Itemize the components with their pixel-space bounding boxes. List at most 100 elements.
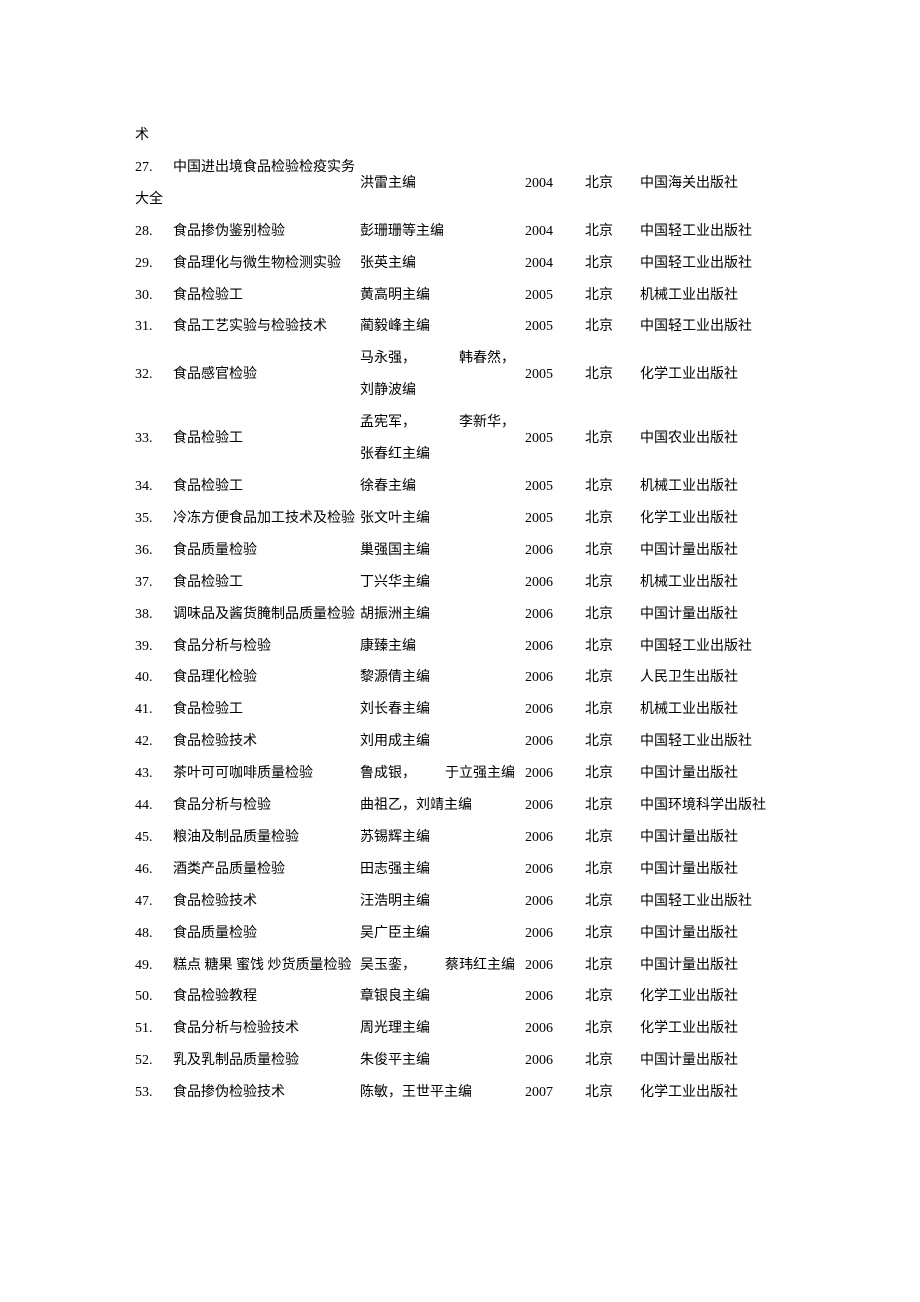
cell-title: 42.食品检验技术	[135, 726, 360, 758]
table-row: 51.食品分析与检验技术周光理主编2006北京化学工业出版社	[135, 1013, 785, 1045]
cell-author: 蔺毅峰主编	[360, 311, 525, 343]
cell-author: 陈敏，王世平主编	[360, 1077, 525, 1109]
cell-year: 2006	[525, 981, 585, 1013]
author-part: 章银良主编	[360, 981, 430, 1013]
author-part: 胡振洲主编	[360, 599, 430, 631]
book-title: 食品检验教程	[173, 989, 257, 1004]
cell-title: 43.茶叶可可咖啡质量检验	[135, 758, 360, 790]
cell-author: 朱俊平主编	[360, 1045, 525, 1077]
author-part: 刘用成主编	[360, 726, 430, 758]
table-row: 44.食品分析与检验曲祖乙，刘靖主编2006北京中国环境科学出版社	[135, 790, 785, 822]
cell-publisher: 化学工业出版社	[640, 343, 785, 407]
table-row: 30.食品检验工黄高明主编2005北京机械工业出版社	[135, 280, 785, 312]
author-part: 黄高明主编	[360, 280, 430, 312]
cell-title: 32.食品感官检验	[135, 343, 360, 407]
author-part: 洪雷主编	[360, 168, 416, 200]
author-part: 巢强国主编	[360, 535, 430, 567]
table-row: 46.酒类产品质量检验田志强主编2006北京中国计量出版社	[135, 854, 785, 886]
cell-publisher: 机械工业出版社	[640, 694, 785, 726]
cell-title: 37.食品检验工	[135, 567, 360, 599]
book-title: 食品分析与检验	[173, 639, 271, 654]
cell-year: 2006	[525, 599, 585, 631]
author-part: 丁兴华主编	[360, 567, 430, 599]
cell-year: 2006	[525, 1013, 585, 1045]
cell-title: 36.食品质量检验	[135, 535, 360, 567]
cell-publisher: 中国轻工业出版社	[640, 216, 785, 248]
cell-year: 2005	[525, 280, 585, 312]
book-title: 食品理化与微生物检测实验	[173, 256, 341, 271]
cell-year: 2005	[525, 503, 585, 535]
table-row: 37.食品检验工丁兴华主编2006北京机械工业出版社	[135, 567, 785, 599]
cell-city: 北京	[585, 311, 640, 343]
cell-publisher: 中国轻工业出版社	[640, 248, 785, 280]
cell-publisher: 中国计量出版社	[640, 599, 785, 631]
row-number: 33.	[135, 423, 173, 455]
cell-author: 周光理主编	[360, 1013, 525, 1045]
row-number: 27.	[135, 152, 173, 184]
book-title: 食品检验技术	[173, 894, 257, 909]
row-number: 39.	[135, 631, 173, 663]
cell-year: 2004	[525, 216, 585, 248]
cell-year: 2005	[525, 311, 585, 343]
book-title: 食品检验工	[173, 575, 243, 590]
book-title: 食品掺伪检验技术	[173, 1085, 285, 1100]
row-number: 29.	[135, 248, 173, 280]
cell-author: 吴广臣主编	[360, 918, 525, 950]
table-row: 52.乳及乳制品质量检验朱俊平主编2006北京中国计量出版社	[135, 1045, 785, 1077]
book-title: 酒类产品质量检验	[173, 862, 285, 877]
cell-title: 40.食品理化检验	[135, 662, 360, 694]
cell-title: 48.食品质量检验	[135, 918, 360, 950]
cell-publisher: 中国计量出版社	[640, 950, 785, 982]
cell-city: 北京	[585, 694, 640, 726]
cell-publisher: 中国计量出版社	[640, 1045, 785, 1077]
cell-publisher: 中国计量出版社	[640, 918, 785, 950]
cell-city: 北京	[585, 886, 640, 918]
table-row: 40.食品理化检验黎源倩主编2006北京人民卫生出版社	[135, 662, 785, 694]
cell-author: 苏锡辉主编	[360, 822, 525, 854]
book-title: 糕点 糖果 蜜饯 炒货质量检验	[173, 958, 352, 973]
cell-title: 44.食品分析与检验	[135, 790, 360, 822]
author-part: 李新华，	[459, 407, 515, 439]
cell-title: 27.中国进出境食品检验检疫实务大全	[135, 152, 360, 216]
cell-publisher: 中国农业出版社	[640, 407, 785, 471]
table-row: 35.冷冻方便食品加工技术及检验张文叶主编2005北京化学工业出版社	[135, 503, 785, 535]
cell-city: 北京	[585, 343, 640, 407]
cell-publisher: 中国轻工业出版社	[640, 886, 785, 918]
table-row: 31.食品工艺实验与检验技术蔺毅峰主编2005北京中国轻工业出版社	[135, 311, 785, 343]
cell-city: 北京	[585, 790, 640, 822]
cell-publisher: 中国计量出版社	[640, 854, 785, 886]
cell-publisher: 中国环境科学出版社	[640, 790, 785, 822]
row-number: 50.	[135, 981, 173, 1013]
author-part: 周光理主编	[360, 1013, 430, 1045]
cell-year: 2006	[525, 694, 585, 726]
author-part: 曲祖乙，刘靖主编	[360, 790, 472, 822]
table-row: 39.食品分析与检验康臻主编2006北京中国轻工业出版社	[135, 631, 785, 663]
cell-title: 49.糕点 糖果 蜜饯 炒货质量检验	[135, 950, 360, 982]
table-row: 32.食品感官检验马永强，韩春然，刘静波编2005北京化学工业出版社	[135, 343, 785, 407]
cell-year: 2006	[525, 662, 585, 694]
book-title: 食品分析与检验技术	[173, 1021, 299, 1036]
cell-year: 2006	[525, 1045, 585, 1077]
row-number: 48.	[135, 918, 173, 950]
cell-city: 北京	[585, 1013, 640, 1045]
cell-year: 2006	[525, 886, 585, 918]
cell-year: 2006	[525, 854, 585, 886]
author-part: 康臻主编	[360, 631, 416, 663]
author-part: 刘静波编	[360, 375, 416, 407]
book-title: 茶叶可可咖啡质量检验	[173, 766, 313, 781]
author-part: 蔡玮红主编	[445, 950, 515, 982]
cell-city: 北京	[585, 950, 640, 982]
row-number: 37.	[135, 567, 173, 599]
cell-publisher: 中国计量出版社	[640, 535, 785, 567]
cell-title: 39.食品分析与检验	[135, 631, 360, 663]
cell-title: 41.食品检验工	[135, 694, 360, 726]
book-title: 调味品及酱货腌制品质量检验	[173, 607, 355, 622]
table-row: 41.食品检验工刘长春主编2006北京机械工业出版社	[135, 694, 785, 726]
cell-author: 黄高明主编	[360, 280, 525, 312]
cell-city: 北京	[585, 1045, 640, 1077]
row-number: 43.	[135, 758, 173, 790]
cell-city: 北京	[585, 567, 640, 599]
author-part: 鲁成银，	[360, 758, 416, 790]
row-number: 36.	[135, 535, 173, 567]
book-title: 乳及乳制品质量检验	[173, 1053, 299, 1068]
